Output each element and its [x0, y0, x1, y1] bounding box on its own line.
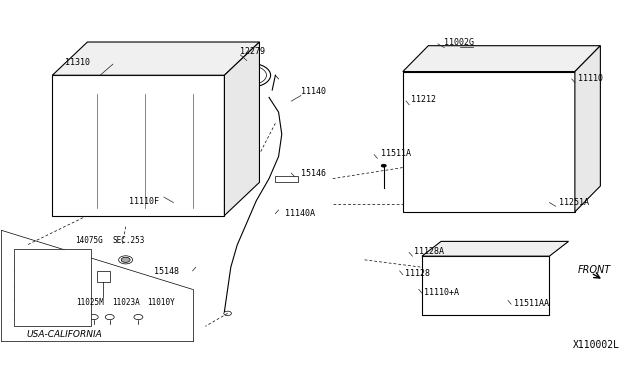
Polygon shape — [14, 249, 91, 326]
Text: 11110F: 11110F — [129, 197, 159, 206]
Text: 11251A: 11251A — [559, 198, 589, 207]
Text: 11128A: 11128A — [414, 247, 444, 256]
Ellipse shape — [431, 302, 444, 310]
Ellipse shape — [381, 164, 387, 167]
Text: 11025M: 11025M — [77, 298, 104, 307]
Text: X110002L: X110002L — [573, 340, 620, 350]
Polygon shape — [575, 46, 600, 212]
Text: 11140: 11140 — [301, 87, 326, 96]
Text: 11110: 11110 — [578, 74, 603, 83]
Text: 11511AA: 11511AA — [515, 299, 549, 308]
Text: 11010Y: 11010Y — [147, 298, 175, 307]
Polygon shape — [52, 42, 259, 75]
Ellipse shape — [121, 257, 130, 262]
Bar — [97, 271, 109, 282]
Polygon shape — [403, 46, 600, 71]
Text: 11002G: 11002G — [444, 38, 474, 47]
Text: 11511A: 11511A — [381, 149, 410, 158]
Text: FRONT: FRONT — [578, 265, 611, 275]
Bar — [275, 176, 298, 182]
Text: USA-CALIFORNIA: USA-CALIFORNIA — [27, 330, 102, 339]
Bar — [78, 167, 199, 197]
Polygon shape — [52, 75, 225, 215]
Text: 11128: 11128 — [404, 269, 429, 278]
Polygon shape — [225, 42, 259, 215]
Polygon shape — [403, 71, 575, 212]
Text: 11212: 11212 — [411, 96, 436, 105]
Bar — [78, 116, 199, 145]
Text: 14075G: 14075G — [75, 236, 102, 245]
Text: 11310: 11310 — [65, 58, 90, 67]
Text: 15146: 15146 — [301, 169, 326, 177]
Polygon shape — [422, 256, 549, 315]
Text: 11140A: 11140A — [285, 209, 315, 218]
Text: 11023A: 11023A — [111, 298, 140, 307]
Text: 11110+A: 11110+A — [424, 288, 459, 297]
Ellipse shape — [224, 311, 232, 315]
Text: SEC.253: SEC.253 — [113, 236, 145, 245]
Text: 12279: 12279 — [241, 47, 266, 56]
Text: 15148: 15148 — [154, 267, 179, 276]
Polygon shape — [422, 241, 568, 256]
Ellipse shape — [470, 46, 476, 49]
